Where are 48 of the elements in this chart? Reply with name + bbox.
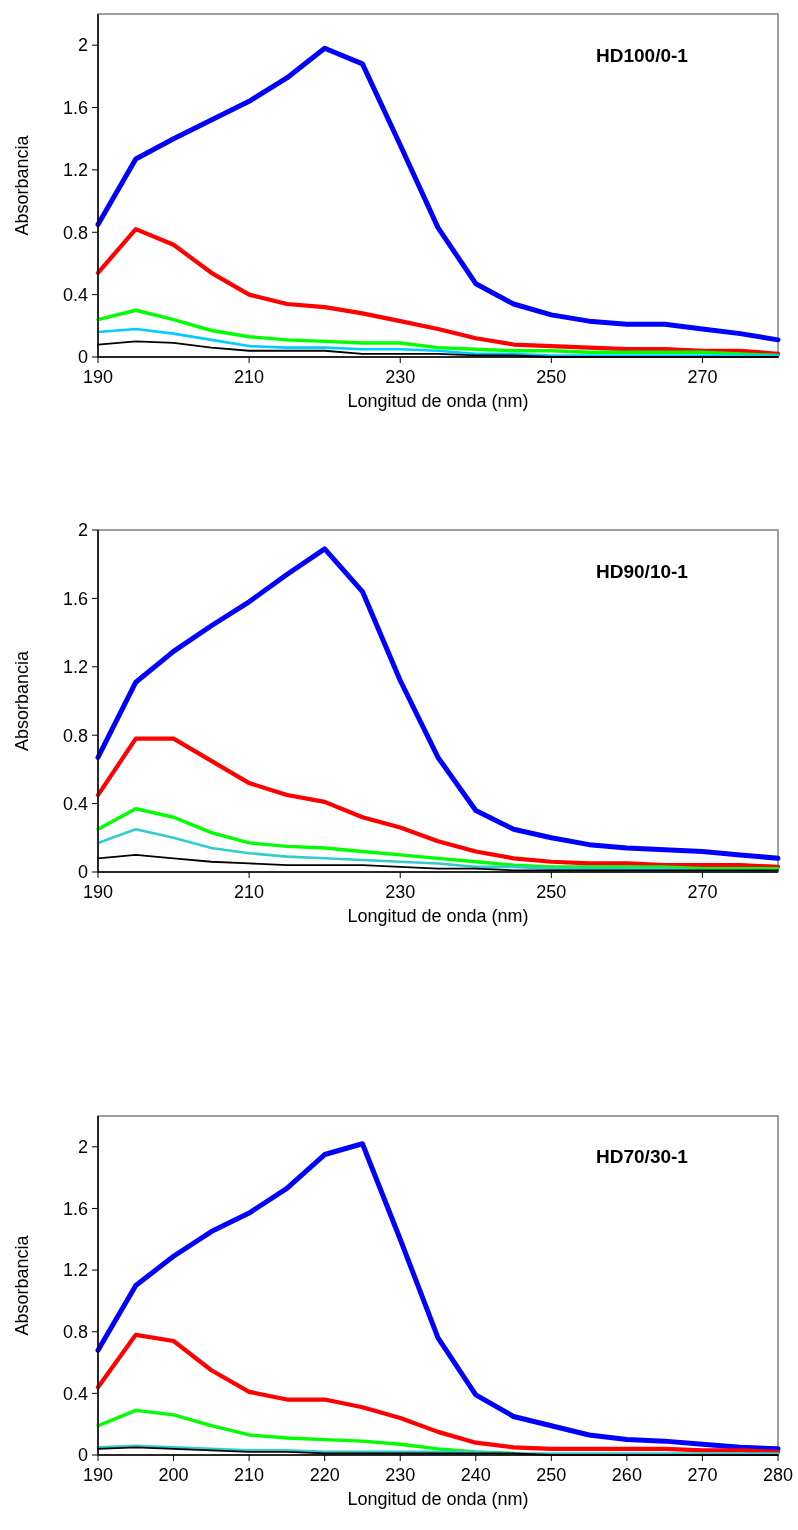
x-tick-label: 230 xyxy=(385,882,416,902)
y-tick-label: 1.2 xyxy=(62,657,88,678)
x-tick-label: 250 xyxy=(536,882,567,902)
x-axis-title: Longitud de onda (nm) xyxy=(347,1489,529,1509)
x-tick-label: 270 xyxy=(687,367,718,387)
x-tick-label: 210 xyxy=(234,1465,265,1485)
x-tick-label: 270 xyxy=(687,1465,718,1485)
y-tick-label: 0 xyxy=(77,347,88,368)
text: HD70/30-1 xyxy=(596,1146,689,1168)
text: HD90/10-1 xyxy=(596,560,689,582)
x-tick-label: 190 xyxy=(82,882,114,902)
x-tick-label: 270 xyxy=(687,882,718,902)
x-tick-label: 190 xyxy=(82,367,114,387)
x-tick-label: 240 xyxy=(460,1465,491,1485)
x-axis-title: Longitud de onda (nm) xyxy=(347,391,529,411)
y-tick-label: 1.6 xyxy=(62,588,88,609)
y-axis-title: Absorbancia xyxy=(12,1234,32,1336)
x-tick-label: 250 xyxy=(536,1465,567,1485)
y-axis-title: Absorbancia xyxy=(12,649,32,752)
y-tick-label: 0.4 xyxy=(62,793,88,814)
x-axis-title: Longitud de onda (nm) xyxy=(347,906,529,926)
y-tick-label: 0.8 xyxy=(62,222,88,243)
x-tick-label: 260 xyxy=(611,1465,642,1485)
x-tick-label: 280 xyxy=(762,1465,794,1485)
x-tick-label: 200 xyxy=(158,1465,189,1485)
y-tick-label: 0 xyxy=(77,1445,88,1466)
line-series xyxy=(95,736,781,869)
y-tick-label: 2 xyxy=(77,35,88,56)
y-tick-label: 0.8 xyxy=(62,725,88,746)
y-tick-label: 1.6 xyxy=(62,97,88,118)
x-tick-label: 190 xyxy=(82,1465,114,1485)
y-tick-label: 0 xyxy=(77,862,88,883)
text: HD100/0-1 xyxy=(596,45,689,67)
y-tick-label: 0.4 xyxy=(62,1383,88,1404)
y-tick-label: 2 xyxy=(77,520,88,541)
x-tick-label: 230 xyxy=(385,1465,416,1485)
y-tick-label: 1.2 xyxy=(62,160,88,181)
y-tick-label: 0.8 xyxy=(62,1322,88,1343)
x-tick-label: 210 xyxy=(234,882,265,902)
y-tick-label: 0.4 xyxy=(62,284,88,305)
x-tick-label: 250 xyxy=(536,367,567,387)
y-tick-label: 1.6 xyxy=(62,1198,88,1219)
x-tick-label: 220 xyxy=(309,1465,340,1485)
x-tick-label: 230 xyxy=(385,367,416,387)
y-tick-label: 2 xyxy=(77,1137,88,1158)
y-axis-title: Absorbancia xyxy=(12,134,32,236)
x-tick-label: 210 xyxy=(234,367,265,387)
y-tick-label: 1.2 xyxy=(62,1260,88,1281)
